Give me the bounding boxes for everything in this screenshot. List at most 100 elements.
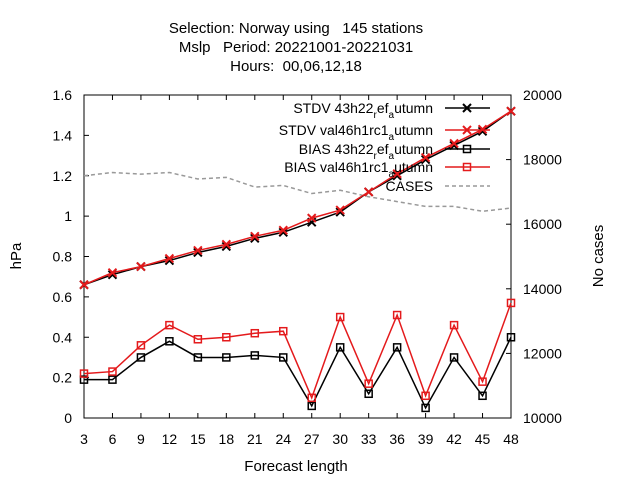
x-tick-label: 27 xyxy=(304,431,320,447)
data-point-square xyxy=(335,312,345,322)
y-tick-label: 1.6 xyxy=(53,87,73,103)
x-tick-label: 6 xyxy=(109,431,117,447)
x-tick-label: 15 xyxy=(190,431,206,447)
x-tick-label: 39 xyxy=(418,431,434,447)
x-axis-label: Forecast length xyxy=(244,458,347,475)
data-point-square xyxy=(462,144,472,154)
data-point-square xyxy=(392,310,402,320)
y2-tick-label: 20000 xyxy=(523,87,562,103)
data-point-cross xyxy=(420,152,431,163)
x-tick-label: 18 xyxy=(219,431,235,447)
data-point-cross xyxy=(462,103,472,113)
data-point-cross xyxy=(107,267,118,278)
data-point-cross xyxy=(363,187,374,197)
data-point-square xyxy=(307,393,316,403)
legend-text-part: a xyxy=(389,110,395,121)
x-tick-label: 24 xyxy=(275,431,291,447)
legend-text-part: STDV val46h1rc1 xyxy=(279,122,389,138)
data-point-cross xyxy=(392,171,402,181)
y-tick-label: 0.6 xyxy=(53,289,73,305)
data-point-square xyxy=(364,379,373,388)
x-tick-label: 30 xyxy=(332,431,348,447)
legend-text-part: utumn xyxy=(394,159,433,175)
data-point-square xyxy=(222,333,231,342)
data-point-cross xyxy=(449,138,459,149)
data-point-cross xyxy=(462,125,472,135)
x-tick-label: 12 xyxy=(162,431,178,447)
data-point-cross xyxy=(307,213,317,223)
data-point-square xyxy=(222,353,231,362)
data-point-square xyxy=(462,162,472,172)
legend-text-part: a xyxy=(389,132,395,143)
y-axis-label: hPa xyxy=(8,242,25,269)
data-point-square xyxy=(165,320,174,330)
data-point-cross xyxy=(335,207,345,217)
x-tick-label: 36 xyxy=(389,431,405,447)
legend-text-part: a xyxy=(389,151,395,162)
data-point-cross xyxy=(79,280,89,290)
x-tick-label: 9 xyxy=(137,431,145,447)
legend-text-part: utumn xyxy=(394,122,433,138)
series-line xyxy=(83,110,512,286)
data-point-square xyxy=(108,375,117,384)
y-tick-label: 0 xyxy=(64,410,72,426)
data-point-square xyxy=(506,333,516,342)
data-point-cross xyxy=(193,245,203,256)
data-point-square xyxy=(478,391,487,401)
data-point-square xyxy=(250,351,260,360)
legend-label: BIAS 43h22refautumn xyxy=(299,141,433,162)
x-tick-label: 21 xyxy=(247,431,263,447)
legend-text-part: BIAS val46h1rc1 xyxy=(284,159,388,175)
legend-label: STDV 43h22refautumn xyxy=(293,100,433,121)
legend-text-part: ef xyxy=(377,100,389,116)
series-4 xyxy=(83,171,512,213)
data-point-square xyxy=(136,353,146,362)
data-point-square xyxy=(136,341,146,350)
data-point-square xyxy=(421,391,430,401)
legend-text: CASES xyxy=(386,178,433,194)
legend-text-part: STDV 43h22 xyxy=(293,100,373,116)
legend-text-part: utumn xyxy=(394,141,433,157)
series-line xyxy=(83,302,512,400)
legend-text-part: a xyxy=(389,169,395,180)
y2-tick-label: 16000 xyxy=(523,216,562,232)
y2-tick-label: 12000 xyxy=(523,345,562,361)
data-point-cross xyxy=(136,261,146,272)
data-point-square xyxy=(79,375,89,384)
data-point-cross xyxy=(278,225,288,235)
data-point-square xyxy=(279,353,288,362)
data-point-cross xyxy=(506,106,516,116)
data-point-cross xyxy=(164,253,175,264)
data-point-square xyxy=(449,353,459,362)
data-point-cross xyxy=(250,231,260,242)
data-point-square xyxy=(108,367,117,376)
data-point-square xyxy=(279,326,288,336)
y2-tick-label: 18000 xyxy=(523,152,562,168)
data-point-square xyxy=(193,335,203,344)
title-line-3: Hours: 00,06,12,18 xyxy=(230,58,362,75)
series-line xyxy=(84,336,512,410)
data-point-cross xyxy=(335,205,345,215)
series-line xyxy=(83,110,512,286)
data-point-square xyxy=(335,343,345,352)
y2-tick-label: 14000 xyxy=(523,281,562,297)
data-point-cross xyxy=(392,169,402,179)
data-point-square xyxy=(392,343,402,352)
title-line-1: Selection: Norway using 145 stations xyxy=(169,20,423,37)
data-point-square xyxy=(506,298,516,308)
data-point-square xyxy=(307,401,316,411)
data-point-square xyxy=(79,369,89,378)
legend-label: STDV val46h1rc1autumn xyxy=(279,122,433,143)
y-tick-label: 0.2 xyxy=(53,370,73,386)
legend-text-part: BIAS 43h22 xyxy=(299,141,374,157)
data-point-square xyxy=(478,377,487,386)
x-tick-label: 48 xyxy=(503,431,519,447)
series-1 xyxy=(79,106,516,290)
y-tick-label: 1 xyxy=(64,208,72,224)
x-tick-label: 3 xyxy=(80,431,88,447)
chart-title: Selection: Norway using 145 stations Msl… xyxy=(169,20,423,75)
legend-text-part: r xyxy=(373,151,377,162)
legend-label: CASES xyxy=(386,178,433,194)
y2-tick-label: 10000 xyxy=(523,410,562,426)
